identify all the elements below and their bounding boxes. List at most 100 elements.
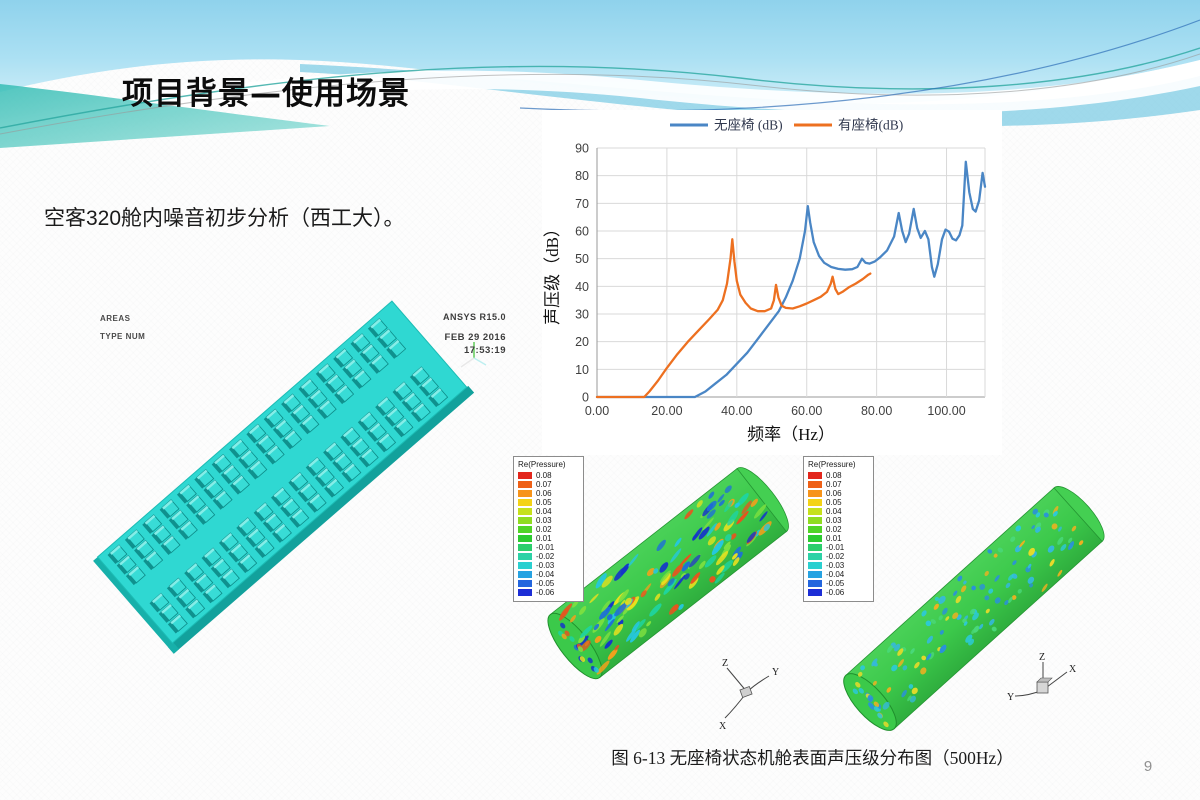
- cylinder-near-cap: [843, 673, 897, 731]
- seat-backrest: [358, 455, 370, 468]
- contour-spot: [1005, 582, 1011, 589]
- seat-backrest: [210, 565, 222, 578]
- contour-spot: [709, 576, 716, 583]
- colorbar-row: -0.01: [518, 543, 580, 552]
- header-band-main: [0, 0, 1200, 104]
- contour-spot: [674, 574, 686, 590]
- header-line-teal: [0, 47, 1200, 129]
- colorbar-value: -0.04: [536, 570, 555, 579]
- page-number: 9: [1143, 758, 1153, 775]
- contour-spot: [886, 687, 892, 693]
- contour-spot: [640, 590, 647, 598]
- seat-top-edge: [128, 566, 140, 576]
- colorbar-row: -0.05: [808, 579, 870, 588]
- seat-backrest: [350, 341, 362, 353]
- seat-backrest: [245, 535, 257, 548]
- seat-top-edge: [319, 400, 331, 410]
- colorbar-value: -0.03: [826, 561, 845, 570]
- x-tick-label: 80.00: [861, 404, 892, 418]
- contour-spot: [706, 500, 717, 512]
- seat-backrest: [236, 525, 248, 537]
- cabin-model-graphic: [93, 300, 487, 654]
- seat-backrest: [246, 431, 258, 444]
- colorbar-row: 0.07: [808, 480, 870, 489]
- seat-backrest: [134, 547, 145, 560]
- colorbar-swatch: [808, 517, 822, 524]
- y-axis-title: 声压级（dB）: [543, 220, 562, 325]
- seat-top-edge: [136, 540, 148, 551]
- colorbar-row: 0.03: [518, 516, 580, 525]
- seat-top-edge: [379, 329, 391, 340]
- seat-top-edge: [151, 593, 163, 604]
- contour-spot: [1041, 583, 1048, 592]
- contour-spot: [1071, 525, 1077, 532]
- contour-spot: [930, 619, 936, 624]
- pressure-colorbar-title: Re(Pressure): [808, 460, 856, 469]
- pressure-colorbar-title: Re(Pressure): [518, 460, 566, 469]
- seat-backrest: [116, 562, 128, 575]
- axis-triad-right: Z X Y: [1007, 652, 1077, 703]
- contour-spot: [952, 612, 959, 620]
- contour-spot: [1032, 508, 1039, 515]
- seat-backrest: [401, 399, 413, 412]
- triad-z-label: Z: [1039, 652, 1045, 663]
- seat-top-edge: [310, 389, 321, 400]
- seat-top-edge: [318, 363, 330, 374]
- seat-backrest: [247, 467, 259, 480]
- seat-backrest: [392, 389, 404, 402]
- contour-spot-cap: [577, 646, 584, 652]
- contour-spot: [690, 572, 701, 584]
- seat-top-edge: [186, 563, 198, 573]
- seat-top-edge: [362, 344, 373, 355]
- header-swoosh-white: [0, 60, 1200, 140]
- contour-spot: [957, 575, 963, 582]
- contour-spot-cap: [564, 630, 570, 637]
- seat-top-edge: [284, 430, 296, 441]
- seat-top-edge: [204, 548, 215, 558]
- colorbar-swatch: [808, 499, 822, 506]
- seat-backrest: [107, 552, 119, 565]
- colorbar-value: -0.04: [826, 570, 845, 579]
- contour-spot: [601, 575, 613, 588]
- pressure-colorbar-right: Re(Pressure) 0.08 0.07 0.06 0.05 0.04 0.03 0.0…: [803, 456, 874, 602]
- seat-backrest: [305, 464, 317, 477]
- seat-backrest: [255, 442, 267, 454]
- seat-backrest: [220, 472, 232, 485]
- seat-backrest: [351, 377, 363, 390]
- colorbar-row: -0.03: [808, 561, 870, 570]
- colorbar-value: -0.06: [536, 588, 555, 597]
- contour-spot: [613, 623, 624, 636]
- colorbar-value: 0.06: [826, 489, 842, 498]
- contour-spot: [911, 687, 918, 695]
- colorbar-swatch: [808, 526, 822, 533]
- y-tick-label: 40: [575, 280, 589, 294]
- contour-spot: [714, 522, 721, 531]
- colorbar-row: -0.01: [808, 543, 870, 552]
- contour-spot: [580, 640, 591, 652]
- ansys-time-label: 17:53:19: [463, 345, 506, 356]
- colorbar-value: 0.05: [536, 498, 552, 507]
- seat-backrest: [158, 611, 170, 623]
- contour-spot: [985, 608, 990, 614]
- contour-spot: [1010, 536, 1016, 542]
- contour-spot: [656, 539, 666, 552]
- contour-spot: [692, 527, 703, 541]
- contour-spot-cap: [593, 666, 599, 673]
- contour-spot: [1027, 576, 1035, 584]
- seat-backrest: [168, 517, 180, 530]
- contour-spot-cap: [579, 656, 586, 662]
- seat-top-edge: [239, 554, 251, 564]
- contour-spot: [1057, 536, 1064, 545]
- seat-top-edge: [421, 377, 433, 388]
- contour-spot: [616, 615, 624, 624]
- seat-top-edge: [153, 525, 165, 536]
- seat-backrest: [151, 532, 163, 545]
- seat-top-edge: [343, 463, 355, 474]
- contour-spot: [1008, 596, 1013, 604]
- seat-top-edge: [308, 457, 319, 468]
- triad-line: [473, 357, 487, 366]
- seat-top-edge: [370, 318, 382, 329]
- seat-backrest: [166, 585, 178, 598]
- cylinder-group: [547, 467, 789, 680]
